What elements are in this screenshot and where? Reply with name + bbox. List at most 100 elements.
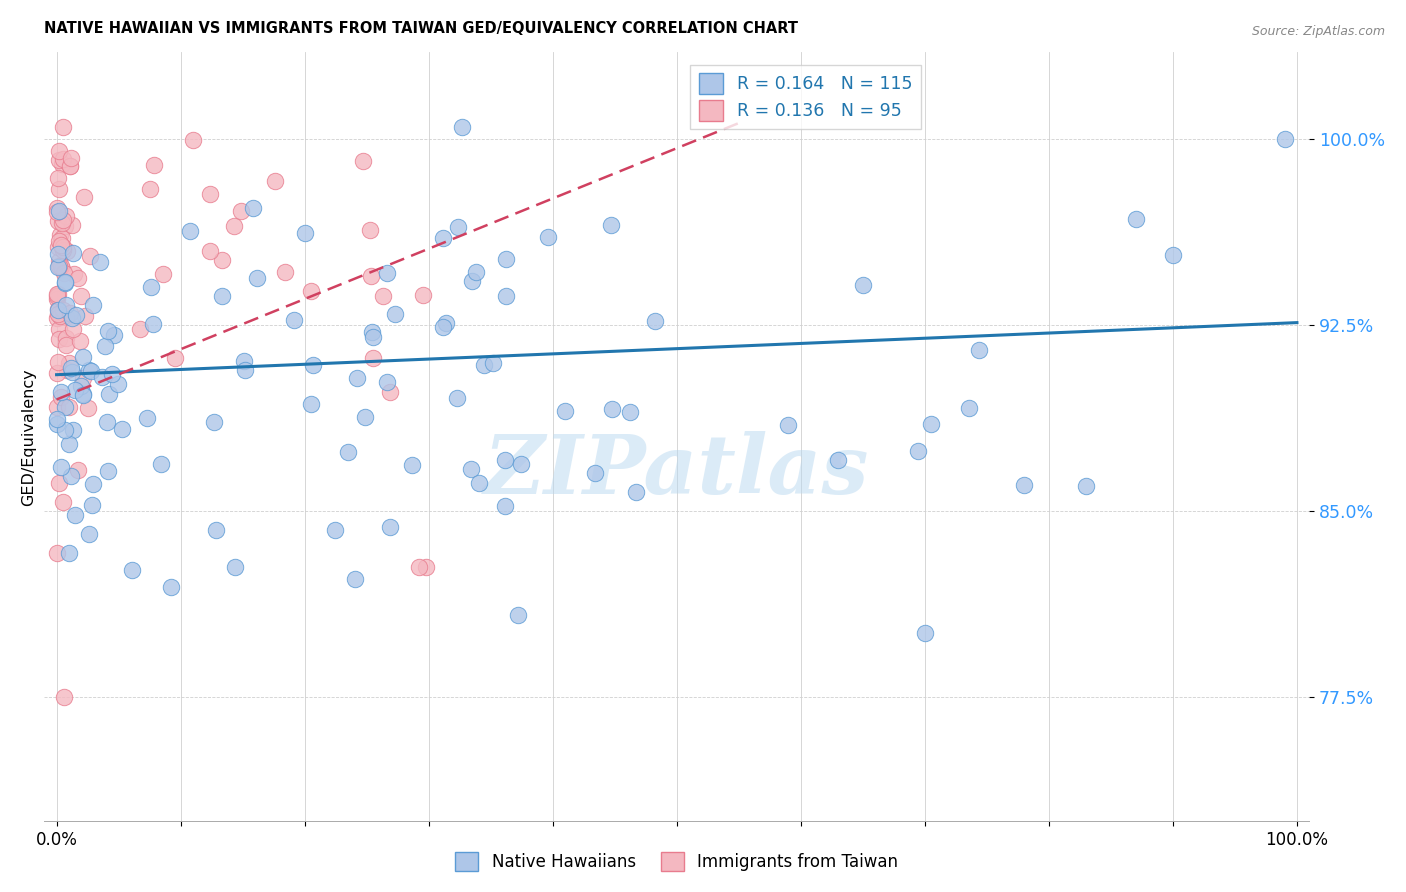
Point xyxy=(77,526,100,541)
Point xyxy=(46,400,69,414)
Point xyxy=(211,252,233,267)
Point xyxy=(495,252,517,266)
Point xyxy=(97,387,120,401)
Point xyxy=(60,218,83,232)
Point xyxy=(60,365,83,379)
Point xyxy=(52,120,75,134)
Point xyxy=(325,523,347,537)
Point xyxy=(63,267,86,281)
Point xyxy=(82,498,104,512)
Point xyxy=(52,495,75,509)
Point xyxy=(129,322,152,336)
Point xyxy=(72,387,94,401)
Point xyxy=(224,560,246,574)
Point xyxy=(72,350,94,364)
Point xyxy=(59,305,82,319)
Point xyxy=(58,356,80,370)
Point xyxy=(73,190,96,204)
Point xyxy=(778,418,800,433)
Point xyxy=(82,476,104,491)
Point xyxy=(52,152,75,166)
Point xyxy=(65,308,87,322)
Point xyxy=(45,289,67,303)
Point xyxy=(46,247,69,261)
Point xyxy=(967,343,990,357)
Point xyxy=(914,626,936,640)
Point xyxy=(59,160,82,174)
Point xyxy=(360,269,382,284)
Point xyxy=(361,326,384,340)
Point xyxy=(359,223,381,237)
Point xyxy=(163,351,186,366)
Point xyxy=(45,201,67,215)
Point xyxy=(509,458,531,472)
Point xyxy=(371,289,394,303)
Point xyxy=(49,459,72,474)
Point xyxy=(299,397,322,411)
Point xyxy=(380,385,402,400)
Point xyxy=(233,362,256,376)
Point xyxy=(136,411,159,425)
Point xyxy=(62,245,84,260)
Point xyxy=(957,401,980,416)
Point xyxy=(451,120,474,134)
Point xyxy=(72,388,94,402)
Point xyxy=(363,330,385,344)
Point xyxy=(907,444,929,458)
Point xyxy=(46,303,69,318)
Point xyxy=(46,213,69,227)
Point xyxy=(48,332,70,346)
Point xyxy=(58,546,80,560)
Point xyxy=(1012,478,1035,492)
Point xyxy=(468,476,491,491)
Point xyxy=(464,265,486,279)
Point xyxy=(96,415,118,429)
Point xyxy=(55,337,77,351)
Point xyxy=(354,410,377,425)
Point xyxy=(273,264,295,278)
Point xyxy=(644,314,666,328)
Point xyxy=(48,475,70,490)
Point xyxy=(246,271,269,285)
Point xyxy=(48,253,70,268)
Point xyxy=(494,499,516,513)
Text: NATIVE HAWAIIAN VS IMMIGRANTS FROM TAIWAN GED/EQUIVALENCY CORRELATION CHART: NATIVE HAWAIIAN VS IMMIGRANTS FROM TAIWA… xyxy=(44,21,799,36)
Point xyxy=(554,404,576,418)
Point xyxy=(1125,212,1147,227)
Point xyxy=(60,151,83,165)
Point xyxy=(101,367,124,381)
Point xyxy=(48,153,70,167)
Point xyxy=(52,212,75,227)
Point xyxy=(58,400,80,414)
Point xyxy=(69,289,91,303)
Point xyxy=(583,466,606,480)
Point xyxy=(46,260,69,274)
Point xyxy=(55,331,77,345)
Point xyxy=(94,339,117,353)
Point xyxy=(69,334,91,348)
Point xyxy=(77,401,100,416)
Point xyxy=(461,274,484,288)
Point xyxy=(222,219,245,234)
Point xyxy=(242,201,264,215)
Point xyxy=(53,690,76,705)
Point xyxy=(45,287,67,301)
Point xyxy=(48,259,70,273)
Point xyxy=(91,370,114,384)
Point xyxy=(53,219,76,233)
Point xyxy=(232,354,254,368)
Point xyxy=(1274,132,1296,146)
Point xyxy=(211,289,233,303)
Text: ZIPatlas: ZIPatlas xyxy=(484,432,869,511)
Point xyxy=(53,276,76,290)
Point xyxy=(142,317,165,331)
Point xyxy=(181,133,204,147)
Point xyxy=(152,268,174,282)
Point xyxy=(202,415,225,429)
Point xyxy=(62,423,84,437)
Point xyxy=(143,158,166,172)
Point xyxy=(446,391,468,405)
Point xyxy=(111,422,134,436)
Point xyxy=(344,572,367,586)
Point xyxy=(920,417,942,431)
